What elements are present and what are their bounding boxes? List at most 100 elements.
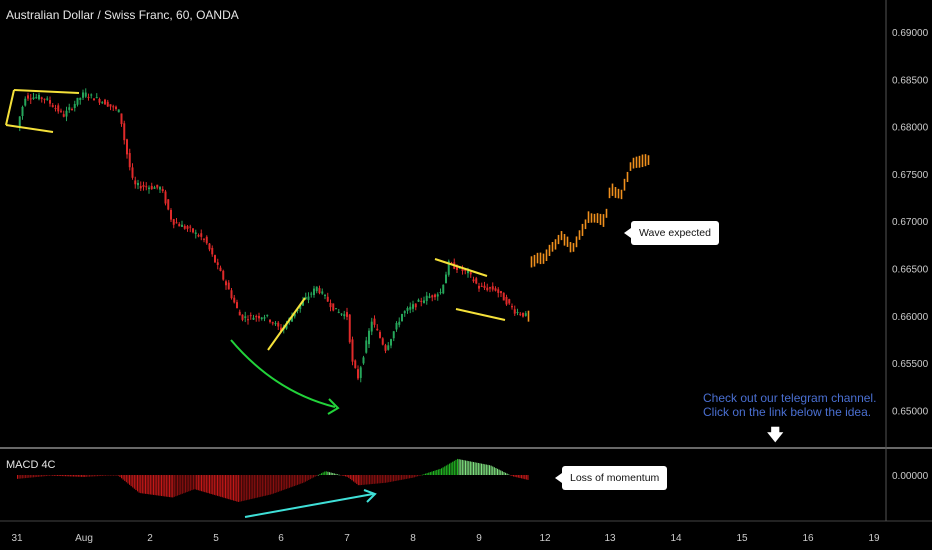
- macd-histogram-bar: [394, 475, 396, 482]
- macd-histogram-bar: [178, 475, 180, 495]
- candle-body: [148, 187, 150, 190]
- candle-body: [511, 306, 513, 308]
- macd-histogram-bar: [319, 474, 321, 475]
- macd-histogram-bar: [474, 462, 476, 475]
- macd-histogram-bar: [513, 475, 515, 477]
- macd-histogram-bar: [276, 475, 278, 493]
- candle-body: [38, 94, 40, 100]
- candle-body: [18, 116, 21, 127]
- candle-body: [340, 313, 343, 315]
- candle-body: [68, 107, 71, 110]
- candle-body: [260, 317, 263, 320]
- macd-histogram-bar: [108, 475, 110, 476]
- macd-histogram-bar: [237, 475, 239, 502]
- macd-histogram-bar: [383, 475, 385, 483]
- macd-histogram-bar: [71, 475, 73, 477]
- macd-histogram-bar: [202, 475, 204, 492]
- candle-body: [106, 101, 109, 107]
- candle-body: [478, 285, 480, 289]
- price-tick-label: 0.68500: [892, 75, 929, 86]
- macd-histogram-bar: [95, 475, 97, 477]
- macd-histogram-bar: [372, 475, 374, 484]
- macd-histogram-bar: [113, 475, 115, 476]
- macd-histogram-bar: [268, 475, 270, 495]
- macd-histogram-bar: [385, 475, 387, 483]
- macd-histogram-bar: [213, 475, 215, 495]
- macd-histogram-bar: [74, 475, 76, 477]
- macd-histogram-bar: [369, 475, 371, 485]
- macd-histogram-bar: [28, 475, 30, 478]
- macd-histogram-bar: [426, 473, 428, 475]
- macd-histogram-bar: [338, 474, 340, 476]
- macd-histogram-bar: [452, 461, 454, 475]
- macd-histogram-bar: [477, 462, 479, 475]
- candle-body: [293, 313, 296, 317]
- candle-body: [373, 318, 376, 325]
- candle-body: [24, 98, 27, 106]
- candle-body: [365, 340, 368, 353]
- macd-histogram-bar: [231, 475, 233, 501]
- candle-body: [269, 319, 271, 322]
- price-tick-label: 0.65000: [892, 406, 929, 417]
- price-tick-label: 0.68000: [892, 123, 929, 134]
- candle-body: [82, 92, 84, 98]
- macd-histogram-bar: [204, 475, 206, 493]
- macd-histogram-bar: [29, 475, 31, 478]
- macd-histogram-bar: [106, 475, 108, 476]
- macd-histogram-bar: [205, 475, 207, 493]
- macd-histogram-bar: [409, 475, 411, 479]
- macd-histogram-bar: [397, 475, 399, 481]
- macd-histogram-bar: [341, 475, 343, 476]
- macd-histogram-bar: [49, 475, 51, 476]
- candle-body: [502, 292, 505, 301]
- macd-histogram-bar: [73, 475, 75, 477]
- candle-body: [29, 98, 32, 100]
- time-tick-label: 9: [476, 533, 482, 544]
- candle-body: [225, 281, 227, 286]
- macd-divergence-arrow: [244, 493, 374, 518]
- macd-histogram-bar: [26, 475, 28, 478]
- candle-body: [65, 110, 68, 117]
- macd-histogram-bar: [44, 475, 46, 477]
- macd-histogram-bar: [173, 475, 175, 497]
- macd-histogram-bar: [293, 475, 295, 487]
- macd-histogram-bar: [410, 475, 412, 479]
- candle-body: [445, 274, 447, 284]
- candle-body: [139, 186, 142, 189]
- candle-body: [387, 345, 390, 350]
- candle-body: [368, 330, 370, 345]
- candle-body: [401, 314, 403, 322]
- candle-body: [271, 322, 274, 324]
- macd-histogram-bar: [444, 466, 446, 475]
- macd-histogram-bar: [124, 475, 126, 481]
- candle-body: [332, 303, 335, 311]
- macd-histogram-bar: [145, 475, 147, 494]
- macd-histogram-bar: [58, 475, 60, 476]
- macd-histogram-bar: [82, 475, 84, 477]
- macd-histogram-bar: [527, 475, 529, 480]
- macd-histogram-bar: [98, 475, 100, 477]
- macd-histogram-bar: [289, 475, 291, 488]
- macd-histogram-bar: [492, 466, 494, 475]
- macd-histogram-bar: [169, 475, 171, 498]
- macd-histogram-bar: [396, 475, 398, 481]
- candle-body: [461, 269, 464, 272]
- macd-histogram-bar: [212, 475, 214, 495]
- macd-histogram-bar: [498, 469, 500, 475]
- macd-histogram-bar: [37, 475, 39, 477]
- macd-histogram-bar: [143, 475, 145, 494]
- candle-body: [186, 226, 189, 229]
- candle-body: [236, 302, 238, 309]
- macd-histogram-bar: [351, 475, 353, 481]
- candle-body: [351, 339, 354, 362]
- macd-histogram-bar: [114, 475, 116, 476]
- macd-histogram-bar: [279, 475, 281, 492]
- macd-histogram-bar: [314, 475, 316, 477]
- macd-histogram-bar: [61, 475, 63, 477]
- candle-body: [244, 316, 247, 318]
- macd-histogram-bar: [183, 475, 185, 494]
- candle-body: [285, 322, 288, 329]
- macd-histogram-bar: [266, 475, 268, 496]
- candle-body: [214, 255, 216, 263]
- macd-histogram-bar: [330, 472, 332, 475]
